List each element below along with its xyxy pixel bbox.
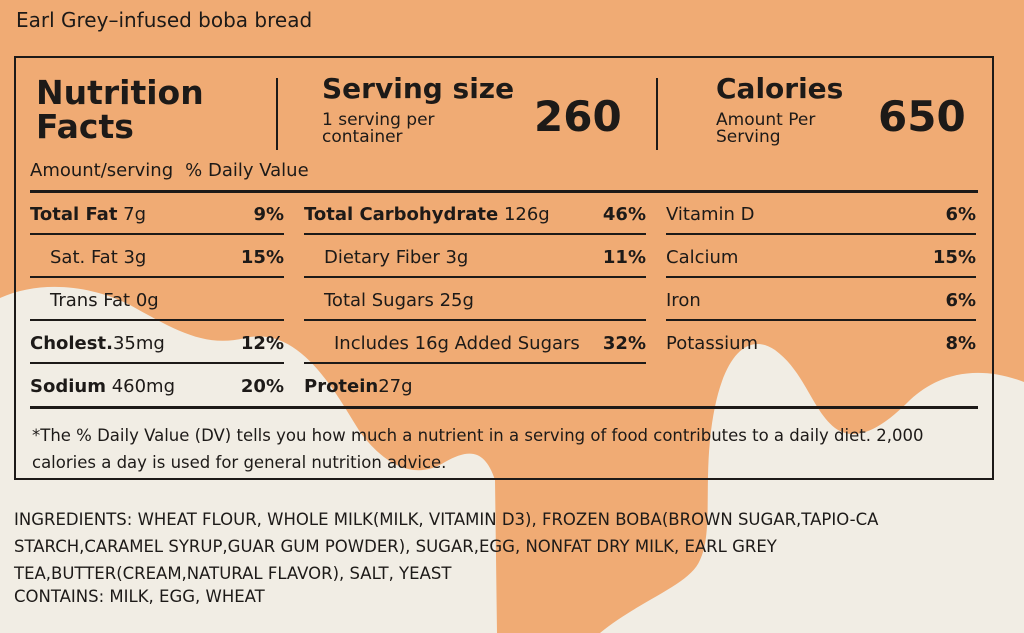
row-rule: [304, 362, 646, 364]
row-rule: [30, 276, 284, 278]
nutrients-left-column: Total Fat 7g 9% Sat. Fat 3g 15% Trans Fa…: [30, 192, 284, 407]
row-rule: [30, 362, 284, 364]
row-rule: [304, 276, 646, 278]
nutrient-row: Total Carbohydrate 126g 46%: [304, 192, 646, 235]
nutrient-row: Dietary Fiber 3g 11%: [304, 235, 646, 278]
section-rule: [30, 190, 978, 193]
row-rule: [666, 276, 976, 278]
daily-value-footnote: *The % Daily Value (DV) tells you how mu…: [32, 426, 924, 472]
daily-value-header: % Daily Value: [185, 160, 309, 181]
nutrient-row: Iron 6%: [666, 278, 976, 321]
product-name: Earl Grey–infused boba bread: [16, 8, 313, 32]
calories-value: 650: [878, 92, 966, 141]
nutrient-row: Total Fat 7g 9%: [30, 192, 284, 235]
serving-per-container: 1 serving per container: [322, 110, 435, 147]
row-rule: [30, 319, 284, 321]
amount-per-serving-label: Amount/serving: [30, 160, 174, 181]
nutrient-row: Total Sugars 25g: [304, 278, 646, 321]
ingredients-list: INGREDIENTS: WHEAT FLOUR, WHOLE MILK(MIL…: [14, 510, 879, 583]
nutrient-row: Potassium 8%: [666, 333, 976, 354]
section-rule: [30, 406, 978, 409]
serving-size-value: 260: [534, 92, 622, 141]
nutrients-right-column: Vitamin D 6% Calcium 15% Iron 6% Potassi…: [666, 192, 976, 364]
allergen-contains: CONTAINS: MILK, EGG, WHEAT: [14, 587, 265, 606]
nutrients-middle-column: Total Carbohydrate 126g 46% Dietary Fibe…: [304, 192, 646, 407]
row-rule: [666, 233, 976, 235]
row-rule: [304, 319, 646, 321]
row-rule: [666, 319, 976, 321]
nutrient-row: Includes 16g Added Sugars 32%: [304, 321, 646, 364]
nutrient-row: Trans Fat 0g: [30, 278, 284, 321]
nutrition-facts-panel: Nutrition Facts Serving size 1 serving p…: [14, 56, 994, 480]
serving-size-label: Serving size: [322, 72, 515, 105]
amount-per-serving-line: Amount/serving % Daily Value: [30, 160, 309, 181]
nutrient-row: Cholest.35mg 12%: [30, 321, 284, 364]
calories-label: Calories: [716, 72, 844, 105]
calories-amount-per-serving: Amount Per Serving: [716, 110, 816, 147]
nutrient-row: Sodium 460mg 20%: [30, 376, 284, 397]
nutrition-facts-title: Nutrition Facts: [36, 73, 204, 146]
nutrient-row: Vitamin D 6%: [666, 192, 976, 235]
row-rule: [30, 233, 284, 235]
header-divider: [656, 78, 658, 150]
header-divider: [276, 78, 278, 150]
nutrient-row: Sat. Fat 3g 15%: [30, 235, 284, 278]
nutrient-row: Protein27g: [304, 376, 413, 397]
nutrient-row: Calcium 15%: [666, 235, 976, 278]
row-rule: [304, 233, 646, 235]
